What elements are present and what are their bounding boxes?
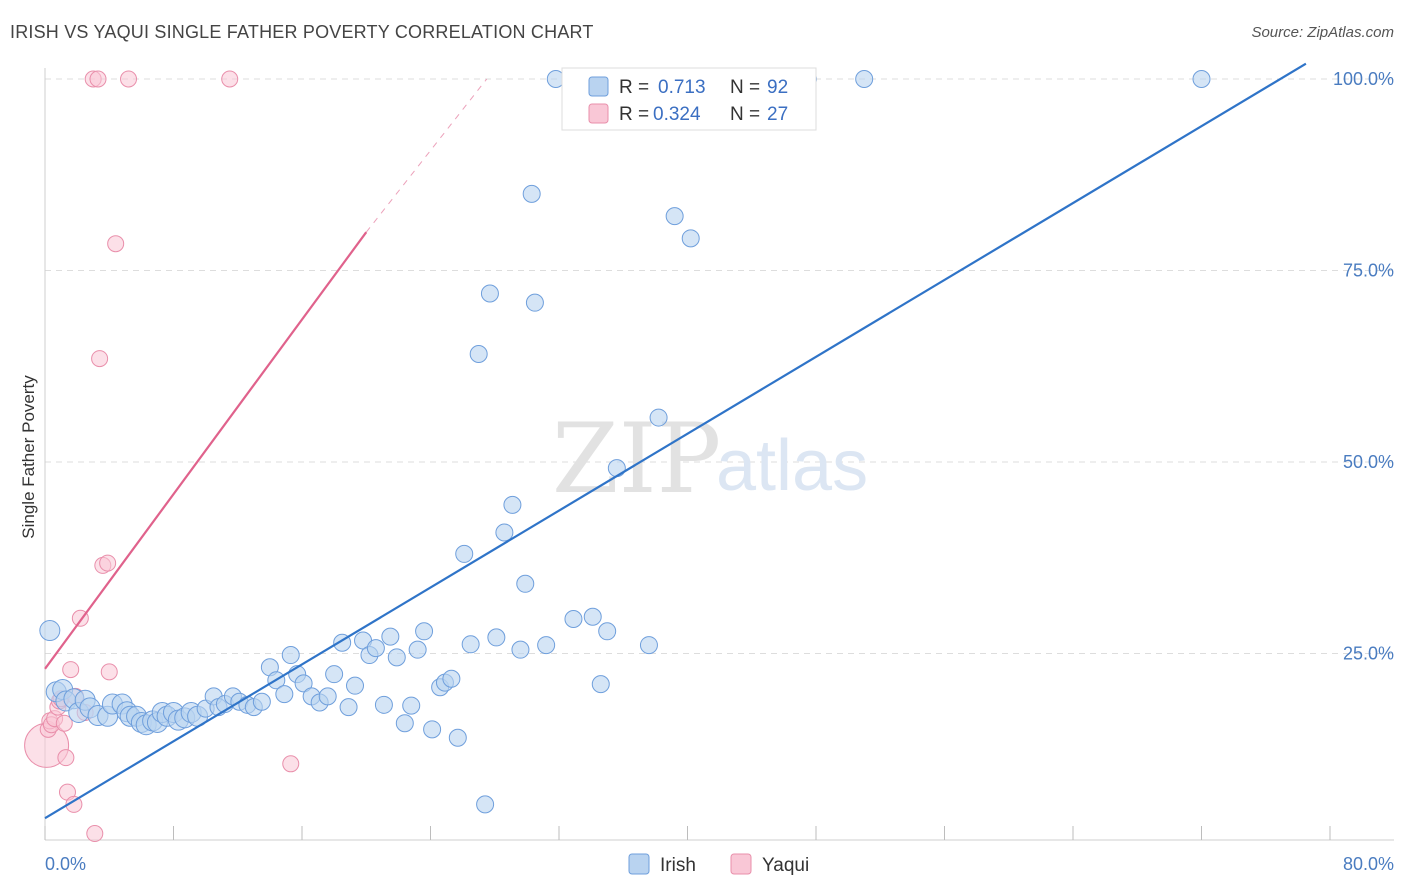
irish-point (339, 698, 358, 717)
irish-trend-line (44, 62, 1307, 820)
yaqui-point (89, 70, 107, 88)
irish-point (607, 459, 626, 478)
irish-point (503, 495, 522, 514)
irish-point (522, 184, 541, 203)
irish-point (275, 685, 294, 704)
yaqui-point (57, 749, 75, 767)
irish-point (366, 639, 385, 658)
irish-point (564, 610, 583, 629)
legend-yaqui-r-value: 0.324 (653, 104, 701, 125)
bottom-legend: Irish Yaqui (628, 853, 809, 876)
irish-point (252, 692, 271, 711)
bottom-legend-swatch-yaqui (730, 853, 752, 875)
irish-point (665, 207, 684, 226)
legend-irish-n-label: N = (730, 77, 760, 98)
irish-point (525, 293, 544, 312)
yaqui-point (99, 554, 117, 572)
irish-point (537, 636, 556, 655)
yaqui-trend-line (44, 231, 368, 670)
y-axis-label: Single Father Poverty (19, 375, 38, 539)
watermark-zip: ZIP (552, 403, 721, 515)
bottom-legend-swatch-irish (628, 853, 650, 875)
irish-point (1192, 70, 1211, 88)
irish-point (591, 675, 610, 694)
irish-point (461, 635, 480, 654)
irish-point (649, 408, 668, 427)
irish-point (294, 674, 313, 693)
chart-title: IRISH VS YAQUI SINGLE FATHER POVERTY COR… (10, 22, 594, 42)
irish-point (346, 676, 365, 695)
irish-point (639, 636, 658, 655)
x-tick-label-0: 0.0% (45, 854, 86, 874)
irish-point (408, 640, 427, 659)
legend-irish-r-value: 0.713 (658, 77, 706, 98)
bottom-legend-yaqui-label: Yaqui (762, 855, 809, 876)
axes (44, 68, 1394, 841)
yaqui-point (62, 661, 80, 679)
y-tick-label-0: 25.0% (1343, 644, 1394, 664)
legend-swatch-irish (588, 76, 609, 97)
legend-yaqui-r-label: R = (619, 104, 649, 125)
y-tick-label-2: 75.0% (1343, 261, 1394, 281)
legend-yaqui-n-value: 27 (767, 104, 788, 125)
yaqui-point (120, 70, 138, 88)
irish-point (387, 648, 406, 667)
irish-point (476, 795, 495, 814)
bottom-legend-irish-label: Irish (660, 855, 696, 876)
irish-point (442, 669, 461, 688)
yaqui-point (221, 70, 239, 88)
yaqui-point (91, 350, 109, 368)
legend-swatch-yaqui (588, 103, 609, 124)
yaqui-point (86, 825, 104, 843)
yaqui-point (100, 663, 118, 681)
yaqui-point (107, 235, 125, 253)
irish-point (395, 714, 414, 733)
irish-point (325, 665, 344, 684)
irish-point (495, 523, 514, 542)
irish-point (487, 628, 506, 647)
irish-point (39, 620, 61, 642)
watermark: ZIP atlas (552, 403, 868, 515)
watermark-atlas: atlas (716, 426, 868, 506)
irish-point (281, 646, 300, 665)
legend-irish-n-value: 92 (767, 77, 788, 98)
irish-point (598, 622, 617, 641)
irish-point (511, 640, 530, 659)
irish-point (455, 544, 474, 563)
irish-point (855, 70, 874, 88)
irish-point (415, 622, 434, 641)
source-credit: Source: ZipAtlas.com (1251, 24, 1394, 41)
irish-point (448, 728, 467, 747)
tick-labels: 25.0% 50.0% 75.0% 100.0% 0.0% 80.0% (45, 69, 1394, 874)
irish-point (374, 695, 393, 714)
x-tick-label-1: 80.0% (1343, 854, 1394, 874)
legend-box: R = 0.713 N = 92 R = 0.324 N = 27 (561, 67, 817, 131)
y-tick-label-3: 100.0% (1333, 69, 1394, 89)
irish-point (583, 607, 602, 626)
irish-point (381, 627, 400, 646)
irish-point (318, 687, 337, 706)
irish-point (469, 344, 488, 363)
grid-lines (45, 78, 1394, 654)
irish-point (516, 574, 535, 593)
legend-irish-r-label: R = (619, 77, 649, 98)
y-tick-label-1: 50.0% (1343, 452, 1394, 472)
yaqui-point (55, 714, 73, 732)
trend-lines (44, 62, 1307, 820)
irish-point (480, 284, 499, 303)
yaqui-point (282, 755, 300, 773)
irish-point (402, 696, 421, 715)
yaqui-trend-extension (365, 78, 488, 233)
irish-points (39, 70, 1211, 814)
legend-yaqui-n-label: N = (730, 104, 760, 125)
irish-point (681, 229, 700, 248)
irish-point (423, 720, 442, 739)
